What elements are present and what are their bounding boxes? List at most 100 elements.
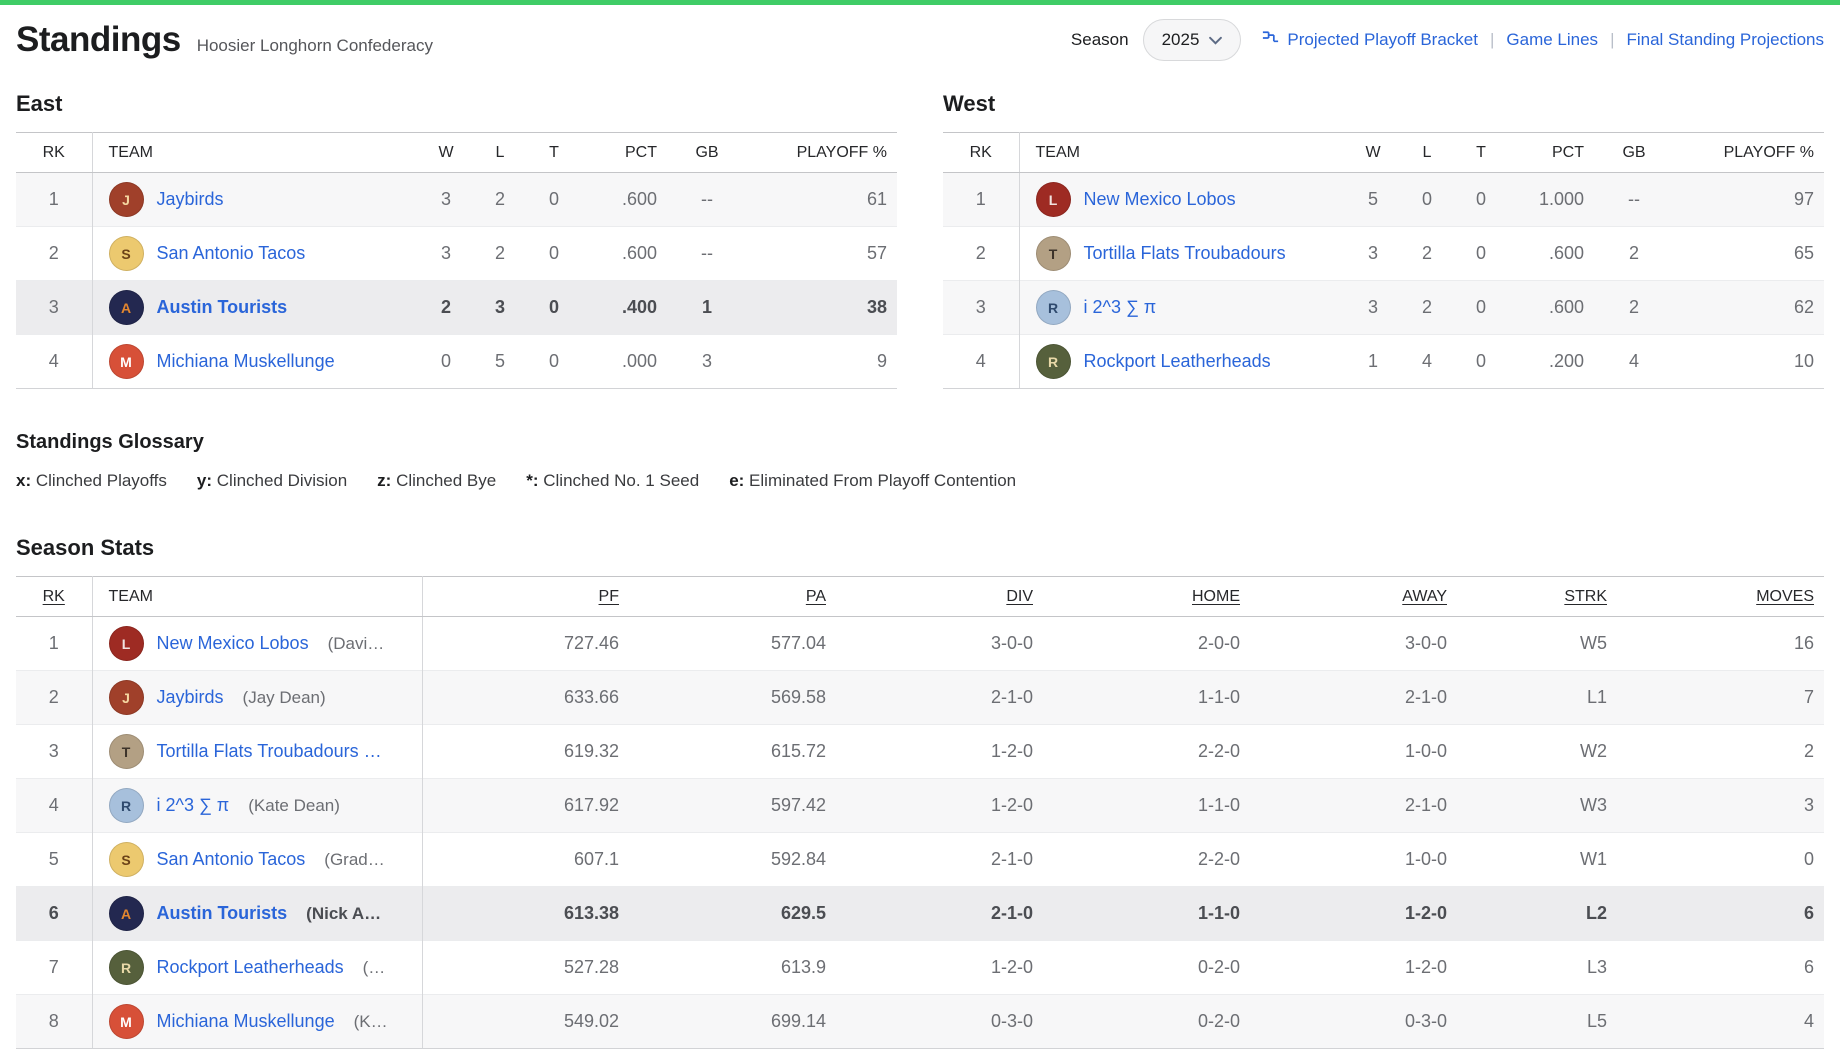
streak-cell: W3	[1457, 778, 1617, 833]
rank-cell: 3	[16, 280, 93, 335]
team-cell: A Austin Tourists	[92, 280, 419, 335]
team-link[interactable]: San Antonio Tacos	[156, 849, 306, 869]
team-link[interactable]: Austin Tourists	[156, 297, 288, 317]
losses-cell: 4	[1400, 334, 1454, 389]
column-header-div[interactable]: DIV	[836, 576, 1043, 617]
column-header-rk[interactable]: RK	[16, 576, 93, 617]
team-link[interactable]: Tortilla Flats Troubadours …	[156, 741, 382, 761]
team-logo-icon: T	[108, 734, 144, 769]
column-header-pct: PCT	[1508, 132, 1594, 173]
team-link[interactable]: Michiana Muskellunge	[156, 351, 335, 371]
glossary-item: e: Eliminated From Playoff Contention	[729, 471, 1017, 490]
team-link[interactable]: San Antonio Tacos	[156, 243, 306, 263]
gb-cell: --	[701, 189, 713, 209]
team-cell: S San Antonio Tacos	[92, 226, 419, 281]
team-link[interactable]: Michiana Muskellunge	[156, 1011, 335, 1031]
column-header-strk[interactable]: STRK	[1457, 576, 1617, 617]
pct-cell: 1.000	[1538, 189, 1584, 209]
rank-cell: 1	[16, 172, 93, 227]
ties-cell: 0	[527, 226, 581, 281]
standings-row: 4 M Michiana Muskellunge 0 5 0 .000 3 9	[16, 334, 897, 389]
wins-cell: 1	[1346, 334, 1400, 389]
streak-cell: L3	[1457, 940, 1617, 995]
div-record-cell: 2-1-0	[836, 670, 1043, 725]
season-value: 2025	[1161, 30, 1200, 49]
rank-cell: 2	[16, 226, 93, 281]
column-header-l: L	[473, 132, 527, 173]
playoff-pct-cell: 57	[747, 226, 897, 281]
gb-cell: 2	[1594, 226, 1674, 281]
division-title-east: East	[16, 91, 63, 116]
division-title-west: West	[943, 91, 996, 116]
column-header-rk: RK	[16, 132, 93, 173]
team-link[interactable]: i 2^3 ∑ π	[156, 795, 230, 815]
streak-cell: W5	[1580, 633, 1607, 653]
team-cell: M Michiana Muskellunge	[92, 334, 419, 389]
home-record-cell: 2-2-0	[1043, 832, 1250, 887]
ties-cell: 0	[548, 189, 559, 209]
team-cell: L New Mexico Lobos (Davi…	[92, 616, 423, 671]
pct-cell: .600	[1508, 226, 1594, 281]
losses-cell: 3	[473, 280, 527, 335]
playoff-pct-cell: 61	[866, 189, 887, 209]
gb-cell: 2	[1594, 280, 1674, 335]
wins-cell: 3	[1346, 226, 1400, 281]
moves-cell: 7	[1617, 670, 1824, 725]
season-stats-title: Season Stats	[16, 535, 155, 560]
playoff-pct-cell: 65	[1674, 226, 1824, 281]
team-cell: J Jaybirds	[92, 173, 419, 227]
division-standings: East RK TEAM W L T PCT GB PLAYOFF %	[16, 91, 1824, 389]
team-link[interactable]: New Mexico Lobos	[1083, 189, 1236, 209]
div-record-cell: 3-0-0	[990, 633, 1033, 653]
team-link[interactable]: Tortilla Flats Troubadours	[1083, 243, 1286, 263]
playoff-pct-cell: 10	[1674, 334, 1824, 389]
rank-cell: 1	[943, 172, 1020, 227]
team-logo-icon: M	[108, 344, 144, 379]
link-final-standing-projections[interactable]: Final Standing Projections	[1626, 30, 1824, 49]
glossary-item: z: Clinched Bye	[377, 471, 497, 490]
team-cell: R i 2^3 ∑ π (Kate Dean)	[92, 778, 423, 833]
column-header-moves[interactable]: MOVES	[1617, 576, 1824, 617]
pf-cell: 613.38	[422, 886, 629, 941]
streak-cell: W1	[1457, 832, 1617, 887]
team-link[interactable]: Rockport Leatherheads	[1083, 351, 1271, 371]
rank-cell: 2	[16, 670, 93, 725]
column-header-pa[interactable]: PA	[629, 576, 836, 617]
glossary-item: *: Clinched No. 1 Seed	[526, 471, 700, 490]
team-link[interactable]: Austin Tourists	[156, 903, 288, 923]
team-link[interactable]: i 2^3 ∑ π	[1083, 297, 1157, 317]
owner-name: (Davi…	[327, 633, 385, 653]
playoff-pct-cell: 62	[1674, 280, 1824, 335]
team-link[interactable]: Jaybirds	[156, 189, 224, 209]
pa-cell: 613.9	[629, 940, 836, 995]
team-logo-icon: L	[108, 626, 144, 661]
team-link[interactable]: Rockport Leatherheads	[156, 957, 344, 977]
team-link[interactable]: New Mexico Lobos	[156, 633, 309, 653]
playoff-pct-cell: 9	[747, 334, 897, 389]
column-header-home[interactable]: HOME	[1043, 576, 1250, 617]
wins-cell: 0	[419, 334, 473, 389]
column-header-pf[interactable]: PF	[422, 576, 629, 617]
home-record-cell: 0-2-0	[1043, 940, 1250, 995]
column-header-away[interactable]: AWAY	[1250, 576, 1457, 617]
team-link[interactable]: Jaybirds	[156, 687, 224, 707]
gb-cell: --	[667, 226, 747, 281]
column-header-t: T	[1454, 132, 1508, 173]
east-standings-table: RK TEAM W L T PCT GB PLAYOFF % 1 J Jaybi…	[16, 132, 897, 389]
pa-cell: 597.42	[629, 778, 836, 833]
season-stats-row: 1 L New Mexico Lobos (Davi… 727.46 577.0…	[16, 616, 1824, 671]
streak-cell: L5	[1457, 994, 1617, 1049]
home-record-cell: 0-2-0	[1043, 994, 1250, 1049]
link-projected-playoff-bracket[interactable]: Projected Playoff Bracket	[1261, 28, 1478, 52]
team-logo-icon: R	[1035, 290, 1071, 325]
glossary-title: Standings Glossary	[16, 431, 204, 453]
season-select[interactable]: 2025	[1142, 19, 1242, 61]
column-header-w: W	[1346, 132, 1400, 173]
rank-cell: 8	[16, 994, 93, 1049]
pct-cell: .600	[621, 189, 657, 209]
pct-cell: .200	[1508, 334, 1594, 389]
ties-cell: 0	[527, 334, 581, 389]
link-game-lines[interactable]: Game Lines	[1506, 30, 1599, 49]
moves-cell: 6	[1617, 886, 1824, 941]
page-header: Standings Hoosier Longhorn Confederacy S…	[16, 19, 1824, 61]
